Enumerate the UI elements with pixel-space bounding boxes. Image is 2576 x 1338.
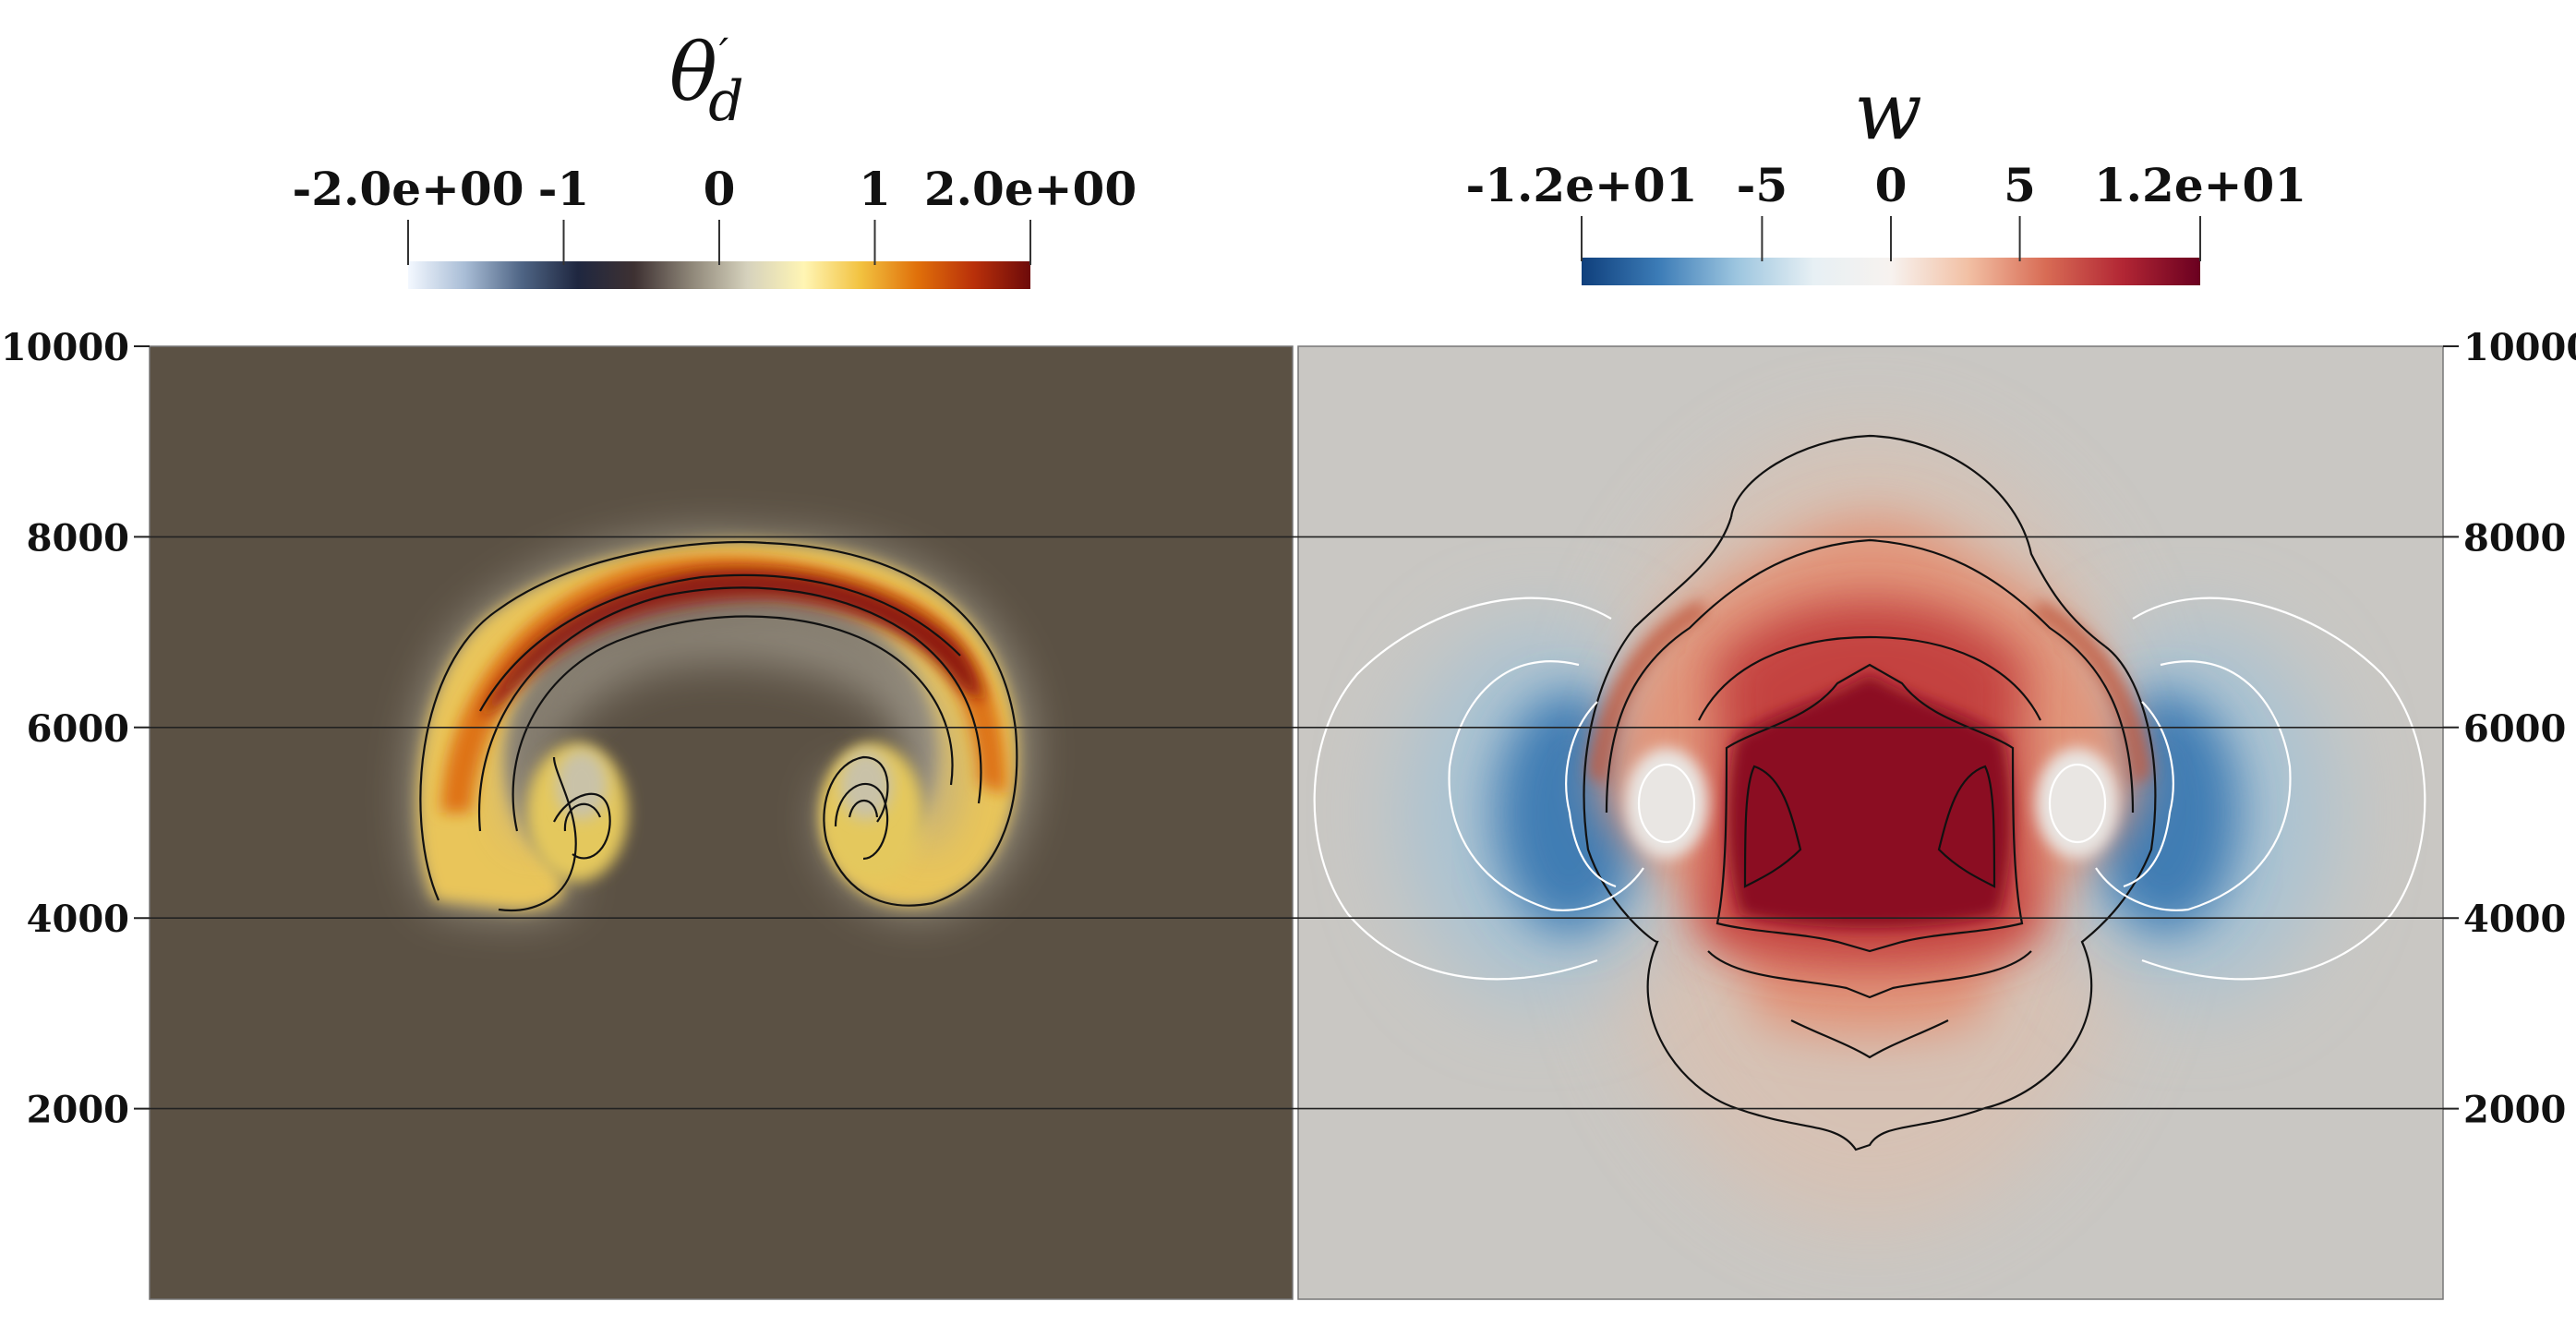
panel-theta [150, 346, 1293, 1299]
colorbar-theta-bar [408, 261, 1030, 289]
y-tick-label: 10000 [1, 326, 129, 369]
y-tick-label: 4000 [2463, 898, 2566, 941]
y-tick-label: 2000 [27, 1089, 129, 1132]
y-tick-label: 6000 [2463, 707, 2566, 751]
colorbar-w: w -1.2e+01 -5 0 5 1.2e+01 [1465, 66, 2306, 285]
y-tick-label: 6000 [27, 707, 129, 751]
colorbar-w-bar [1582, 258, 2200, 285]
colorbar-w-tick-label: 0 [1875, 158, 1908, 212]
colorbar-theta-tick-label: -2.0e+00 [292, 162, 524, 216]
y-tick-label: 8000 [2463, 516, 2566, 560]
colorbar-theta-title: θ′ d [669, 27, 744, 134]
y-tick-label: 10000 [2463, 326, 2576, 369]
colorbar-theta-tick-label: -1 [538, 162, 590, 216]
colorbar-w-tick-label: 1.2e+01 [2094, 158, 2306, 212]
panel-w [1298, 346, 2443, 1299]
colorbar-w-tick-label: -5 [1737, 158, 1788, 212]
y-axis-right: 2000 4000 6000 8000 10000 [2443, 326, 2576, 1132]
colorbar-theta-tick-label: 1 [859, 162, 891, 216]
colorbar-w-tick-label: -1.2e+01 [1465, 158, 1697, 212]
panel-theta-background [150, 346, 1293, 1299]
y-axis-left: 2000 4000 6000 8000 10000 [1, 326, 150, 1132]
y-tick-label: 8000 [27, 516, 129, 560]
colorbar-theta: θ′ d -2.0e+00 -1 0 1 2.0e+00 [292, 27, 1137, 289]
y-tick-label: 2000 [2463, 1089, 2566, 1132]
colorbar-w-tick-label: 5 [2004, 158, 2036, 212]
colorbar-theta-tick-label: 0 [704, 162, 736, 216]
colorbar-w-title: w [1854, 66, 1922, 158]
colorbar-theta-tick-label: 2.0e+00 [924, 162, 1137, 216]
y-tick-label: 4000 [27, 898, 129, 941]
